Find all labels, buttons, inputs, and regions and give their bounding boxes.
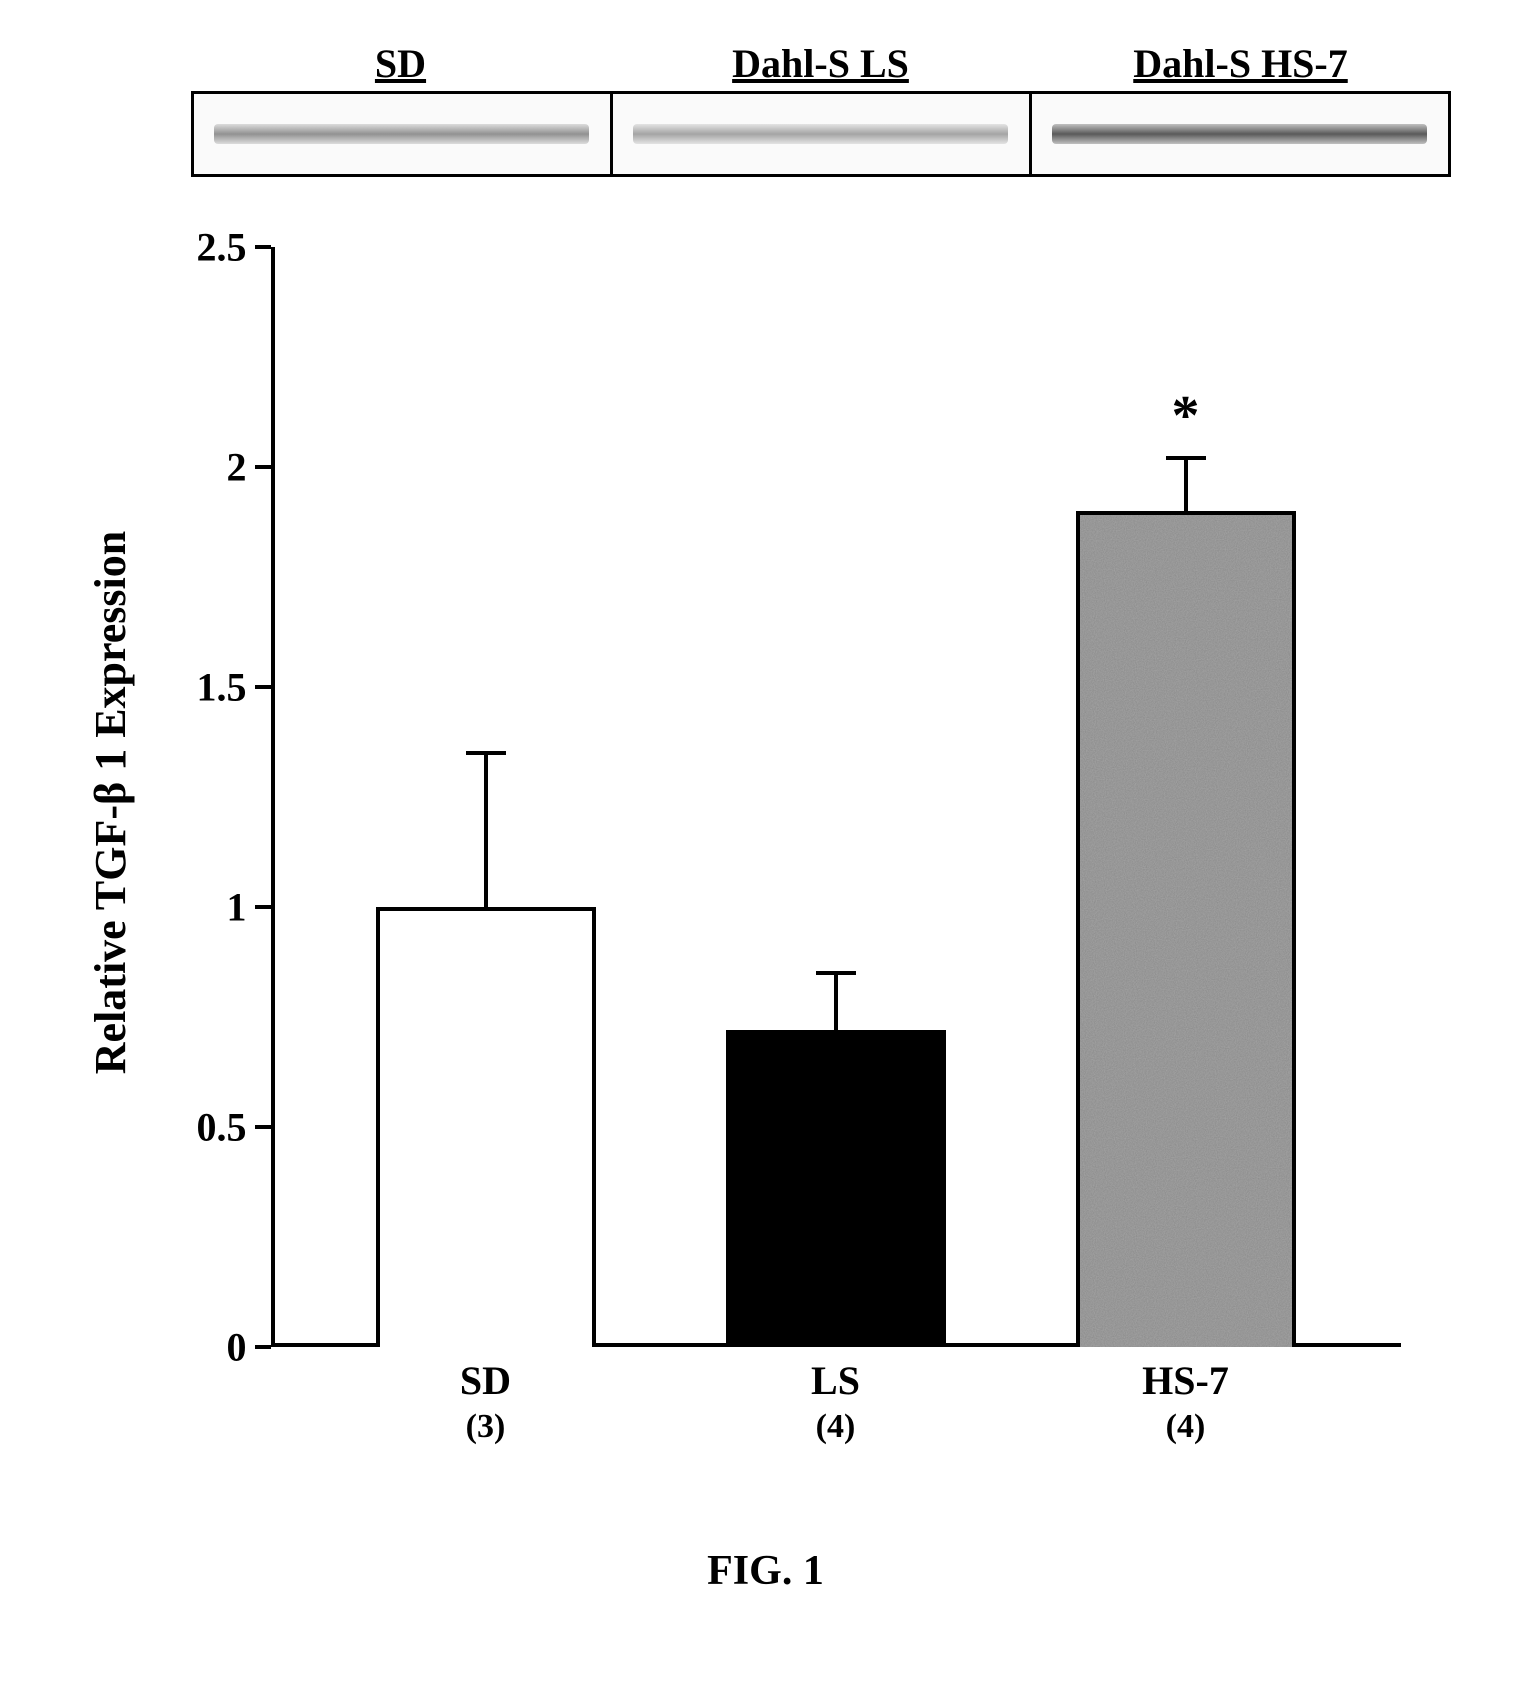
x-label-main: HS-7 — [1076, 1357, 1296, 1404]
y-axis-label: Relative TGF-β 1 Expression — [85, 530, 136, 1073]
blot-lane-row — [191, 91, 1451, 177]
bar-chart: Relative TGF-β 1 Expression * 00.511.522… — [101, 237, 1451, 1537]
y-tick — [255, 1125, 271, 1129]
bar-group — [726, 247, 946, 1347]
y-tick-label: 2 — [227, 444, 247, 491]
x-label-n: (4) — [1076, 1408, 1296, 1446]
error-bar — [484, 753, 488, 907]
figure-container: SDDahl-S LSDahl-S HS-7 Relative TGF-β 1 … — [41, 40, 1491, 1595]
blot-band — [214, 124, 588, 144]
y-tick — [255, 1345, 271, 1349]
western-blot-panel: SDDahl-S LSDahl-S HS-7 — [191, 40, 1451, 177]
blot-lane-label: Dahl-S HS-7 — [1031, 40, 1451, 91]
y-tick-label: 1.5 — [197, 664, 247, 711]
x-axis-label: HS-7 (4) — [1076, 1357, 1296, 1446]
x-label-n: (3) — [376, 1408, 596, 1446]
blot-lane — [613, 94, 1032, 174]
plot-area: * 00.511.522.5 — [271, 247, 1401, 1347]
blot-lane — [194, 94, 613, 174]
blot-lane-labels: SDDahl-S LSDahl-S HS-7 — [191, 40, 1451, 91]
blot-lane-label: SD — [191, 40, 611, 91]
x-axis-labels: SD (3) LS (4) HS-7 (4) — [271, 1357, 1401, 1446]
significance-mark: * — [1172, 384, 1200, 448]
error-bar-cap — [816, 971, 856, 975]
y-tick-label: 2.5 — [197, 224, 247, 271]
y-tick — [255, 245, 271, 249]
x-axis-label: LS (4) — [726, 1357, 946, 1446]
error-bar-cap — [1166, 456, 1206, 460]
x-label-n: (4) — [726, 1408, 946, 1446]
blot-lane-label: Dahl-S LS — [611, 40, 1031, 91]
bar — [1076, 511, 1296, 1347]
y-tick — [255, 685, 271, 689]
y-tick — [255, 465, 271, 469]
error-bar-cap — [466, 751, 506, 755]
blot-band — [1052, 124, 1426, 144]
y-axis-label-wrap: Relative TGF-β 1 Expression — [81, 237, 141, 1367]
error-bar — [1184, 458, 1188, 511]
blot-band — [633, 124, 1007, 144]
x-label-main: LS — [726, 1357, 946, 1404]
y-tick-label: 1 — [227, 884, 247, 931]
error-bar — [834, 973, 838, 1030]
figure-caption: FIG. 1 — [41, 1547, 1491, 1595]
blot-lane — [1032, 94, 1448, 174]
x-axis-label: SD (3) — [376, 1357, 596, 1446]
bars-container: * — [271, 247, 1401, 1347]
y-tick — [255, 905, 271, 909]
x-label-main: SD — [376, 1357, 596, 1404]
bar — [726, 1030, 946, 1347]
bar-group: * — [1076, 247, 1296, 1347]
bar — [376, 907, 596, 1347]
bar-group — [376, 247, 596, 1347]
y-tick-label: 0 — [227, 1324, 247, 1371]
y-tick-label: 0.5 — [197, 1104, 247, 1151]
